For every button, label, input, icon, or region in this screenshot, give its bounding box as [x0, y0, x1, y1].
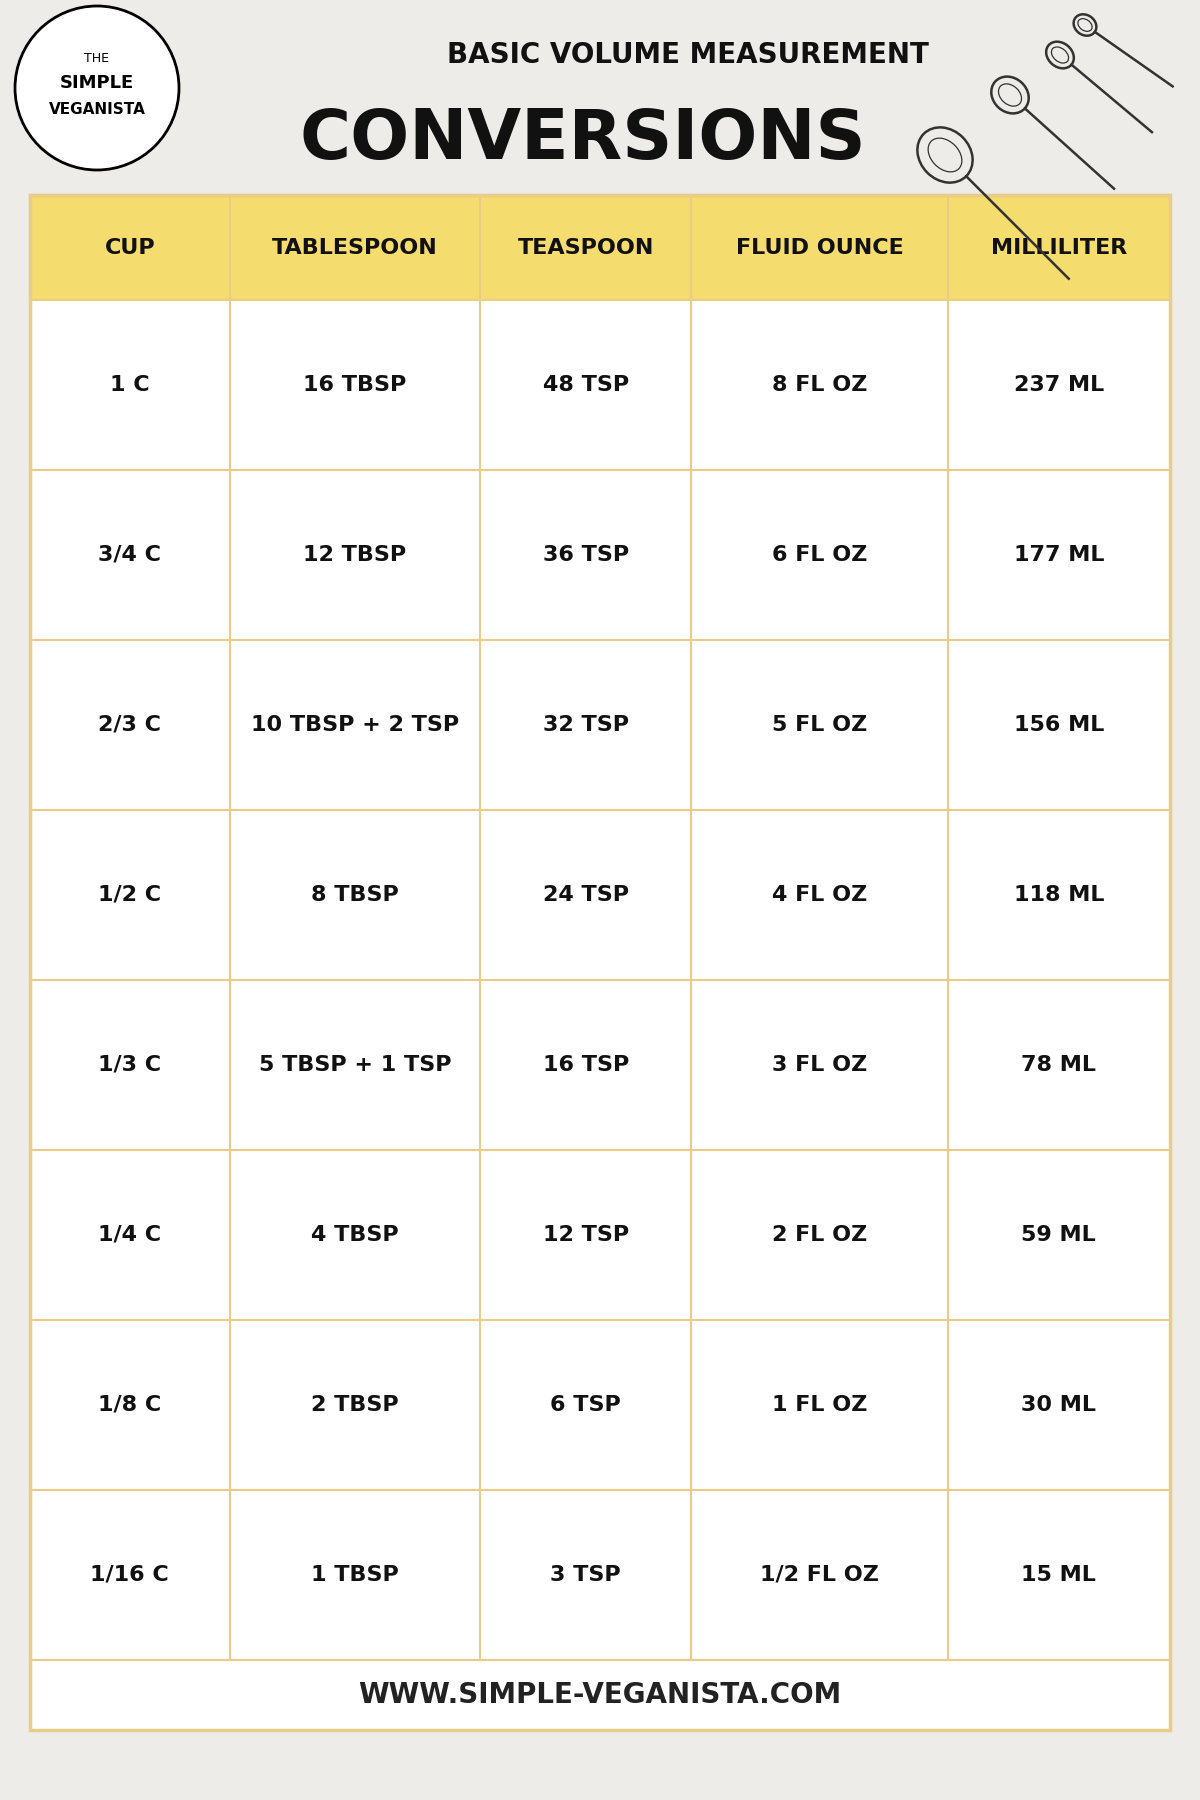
Text: 16 TSP: 16 TSP: [542, 1055, 629, 1075]
Text: 3/4 C: 3/4 C: [98, 545, 161, 565]
Text: 1 FL OZ: 1 FL OZ: [772, 1395, 868, 1415]
Text: TABLESPOON: TABLESPOON: [272, 238, 438, 257]
Text: 5 FL OZ: 5 FL OZ: [772, 715, 868, 734]
Bar: [30, 194, 1170, 301]
Text: 2/3 C: 2/3 C: [98, 715, 161, 734]
Text: 3 FL OZ: 3 FL OZ: [772, 1055, 868, 1075]
Text: 6 FL OZ: 6 FL OZ: [772, 545, 868, 565]
Text: 8 TBSP: 8 TBSP: [311, 886, 398, 905]
Text: 30 ML: 30 ML: [1021, 1395, 1097, 1415]
Text: 1/4 C: 1/4 C: [98, 1226, 161, 1246]
Text: 1/3 C: 1/3 C: [98, 1055, 161, 1075]
Text: CONVERSIONS: CONVERSIONS: [299, 106, 866, 173]
Text: 12 TBSP: 12 TBSP: [304, 545, 407, 565]
Text: 48 TSP: 48 TSP: [542, 374, 629, 394]
Text: SIMPLE: SIMPLE: [60, 74, 134, 92]
Text: THE: THE: [84, 52, 109, 65]
Text: 2 TBSP: 2 TBSP: [311, 1395, 398, 1415]
Text: 3 TSP: 3 TSP: [551, 1564, 622, 1586]
Text: FLUID OUNCE: FLUID OUNCE: [736, 238, 904, 257]
Text: VEGANISTA: VEGANISTA: [48, 103, 145, 117]
Text: MILLILITER: MILLILITER: [991, 238, 1127, 257]
Bar: [30, 1660, 1170, 1730]
Text: 1/8 C: 1/8 C: [98, 1395, 161, 1415]
Text: 1/16 C: 1/16 C: [90, 1564, 169, 1586]
Text: 5 TBSP + 1 TSP: 5 TBSP + 1 TSP: [259, 1055, 451, 1075]
Text: BASIC VOLUME MEASUREMENT: BASIC VOLUME MEASUREMENT: [446, 41, 929, 68]
Text: 10 TBSP + 2 TSP: 10 TBSP + 2 TSP: [251, 715, 458, 734]
Text: 1 TBSP: 1 TBSP: [311, 1564, 398, 1586]
Text: 156 ML: 156 ML: [1014, 715, 1104, 734]
Text: 4 FL OZ: 4 FL OZ: [772, 886, 868, 905]
Text: 59 ML: 59 ML: [1021, 1226, 1097, 1246]
Circle shape: [14, 5, 179, 169]
Bar: [30, 1150, 1170, 1319]
Text: 1/2 C: 1/2 C: [98, 886, 161, 905]
Text: WWW.SIMPLE-VEGANISTA.COM: WWW.SIMPLE-VEGANISTA.COM: [359, 1681, 841, 1708]
Text: 1/2 FL OZ: 1/2 FL OZ: [760, 1564, 878, 1586]
Bar: [30, 301, 1170, 470]
Bar: [30, 470, 1170, 641]
Bar: [30, 979, 1170, 1150]
Text: 78 ML: 78 ML: [1021, 1055, 1097, 1075]
Text: CUP: CUP: [104, 238, 155, 257]
Bar: [30, 194, 1170, 1730]
Text: 2 FL OZ: 2 FL OZ: [772, 1226, 868, 1246]
Bar: [30, 1490, 1170, 1660]
Bar: [30, 641, 1170, 810]
Text: 118 ML: 118 ML: [1014, 886, 1104, 905]
Text: 237 ML: 237 ML: [1014, 374, 1104, 394]
Text: TEASPOON: TEASPOON: [517, 238, 654, 257]
Text: 36 TSP: 36 TSP: [542, 545, 629, 565]
Text: 177 ML: 177 ML: [1014, 545, 1104, 565]
Text: 12 TSP: 12 TSP: [542, 1226, 629, 1246]
Text: 1 C: 1 C: [110, 374, 150, 394]
Text: 4 TBSP: 4 TBSP: [311, 1226, 398, 1246]
Bar: [30, 810, 1170, 979]
Bar: [30, 1319, 1170, 1490]
Text: 8 FL OZ: 8 FL OZ: [772, 374, 868, 394]
Text: 16 TBSP: 16 TBSP: [304, 374, 407, 394]
Text: 32 TSP: 32 TSP: [542, 715, 629, 734]
Text: 6 TSP: 6 TSP: [551, 1395, 622, 1415]
Text: 15 ML: 15 ML: [1021, 1564, 1097, 1586]
Text: 24 TSP: 24 TSP: [542, 886, 629, 905]
